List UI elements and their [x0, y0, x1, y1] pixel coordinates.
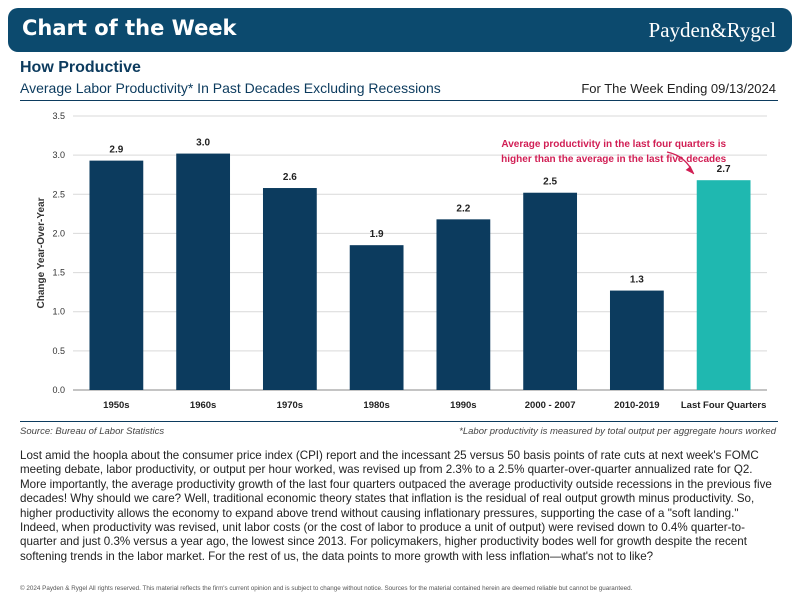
bar [176, 153, 231, 390]
data-label: 1.3 [630, 275, 644, 286]
footnote: *Labor productivity is measured by total… [459, 426, 776, 437]
y-tick-label: 3.0 [52, 150, 65, 160]
y-tick-label: 0.0 [52, 385, 65, 395]
bar [89, 160, 144, 390]
chart-title: How Productive [20, 59, 141, 76]
week-ending: For The Week Ending 09/13/2024 [581, 81, 776, 96]
bar [609, 290, 664, 390]
y-tick-label: 3.5 [52, 111, 65, 121]
annotation-arrowhead [685, 166, 694, 174]
copyright-footer: © 2024 Payden & Rygel All rights reserve… [20, 585, 633, 592]
annotation-text: Average productivity in the last four qu… [501, 139, 726, 150]
bar [436, 219, 491, 390]
annotation-text: higher than the average in the last five… [501, 154, 727, 165]
x-tick-label: 1960s [190, 400, 216, 411]
bar [696, 180, 751, 390]
x-tick-label: 2010-2019 [614, 400, 659, 411]
chart-subtitle: Average Labor Productivity* In Past Deca… [20, 80, 441, 96]
y-tick-label: 1.0 [52, 307, 65, 317]
x-tick-label: 1990s [450, 400, 476, 411]
brand-logo: Payden&Rygel [648, 18, 776, 42]
top-divider [20, 100, 778, 101]
bar [349, 245, 404, 390]
data-label: 3.0 [196, 138, 210, 149]
y-axis-label: Change Year-Over-Year [36, 197, 47, 308]
bar-chart: 0.0 0.5 1.0 1.5 2.0 2.5 3.0 3.5 Change Year-Over… [36, 111, 767, 411]
source-note: Source: Bureau of Labor Statistics [20, 426, 165, 437]
y-tick-label: 2.5 [52, 189, 65, 199]
data-label: 2.5 [543, 177, 557, 188]
x-tick-label: 2000 - 2007 [525, 400, 576, 411]
commentary-text: Lost amid the hoopla about the consumer … [20, 449, 772, 563]
y-tick-label: 0.5 [52, 346, 65, 356]
x-tick-label: 1950s [103, 400, 129, 411]
header-title: Chart of the Week [22, 16, 237, 40]
x-tick-label: Last Four Quarters [681, 400, 767, 411]
y-tick-label: 2.0 [52, 228, 65, 238]
y-tick-label: 1.5 [52, 268, 65, 278]
data-label: 2.6 [283, 172, 297, 183]
header-banner: Chart of the Week Payden&Rygel [8, 8, 792, 52]
data-label: 2.7 [717, 164, 731, 175]
bar [523, 192, 578, 390]
data-label: 1.9 [370, 229, 384, 240]
x-tick-label: 1970s [277, 400, 303, 411]
bottom-divider [20, 421, 778, 422]
x-tick-label: 1980s [363, 400, 389, 411]
data-label: 2.9 [109, 145, 123, 156]
bar [262, 188, 317, 390]
data-label: 2.2 [456, 203, 470, 214]
